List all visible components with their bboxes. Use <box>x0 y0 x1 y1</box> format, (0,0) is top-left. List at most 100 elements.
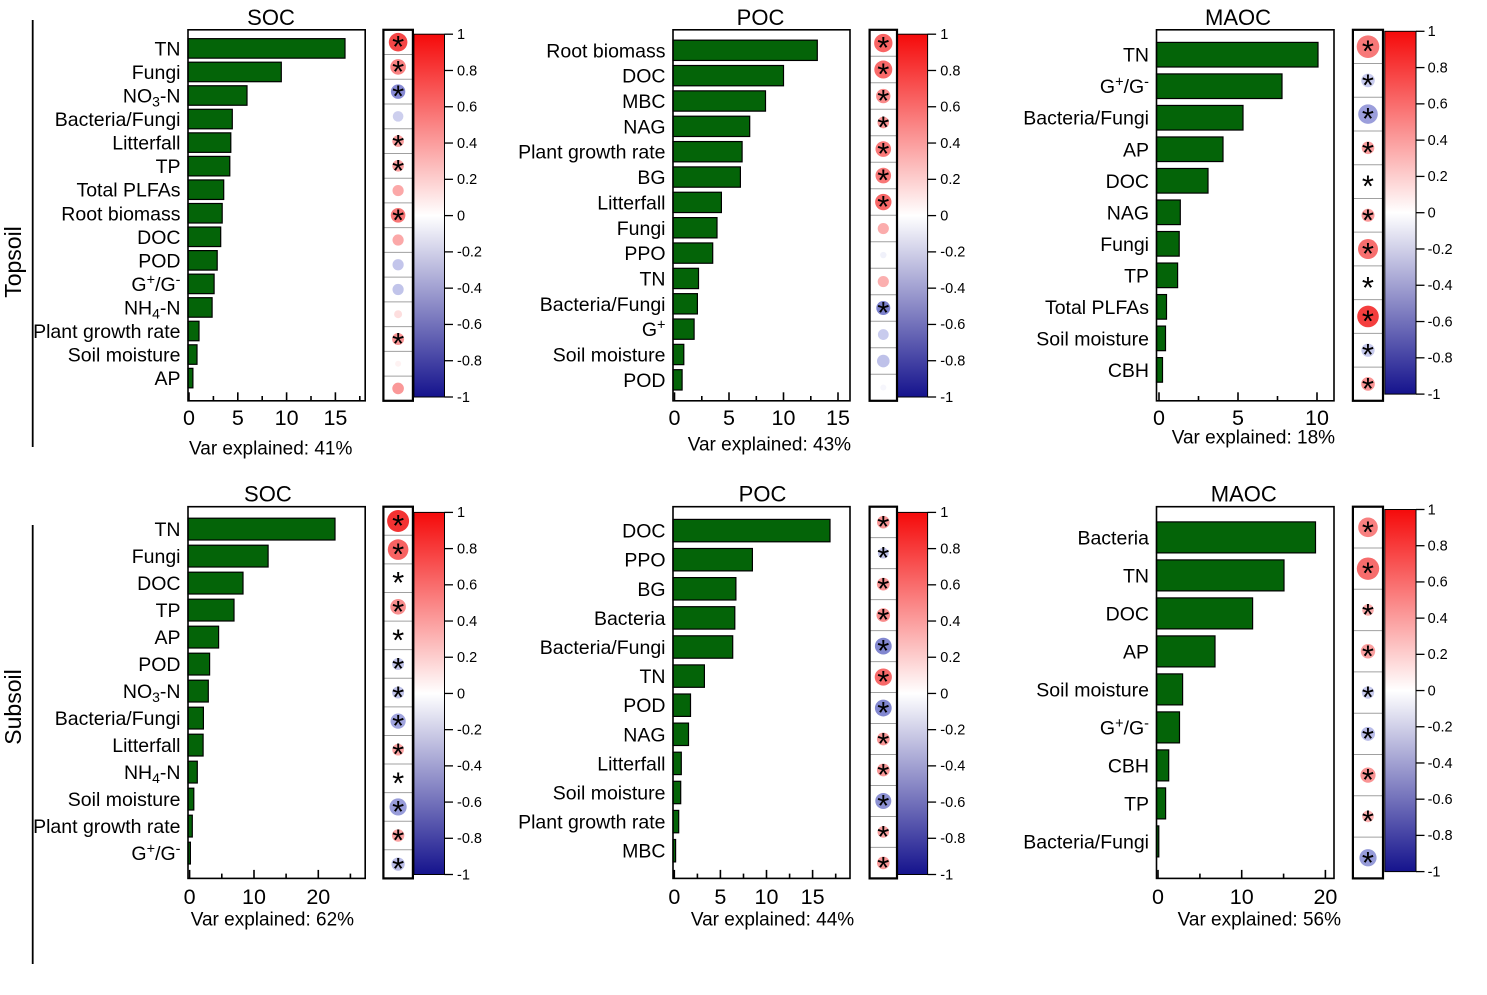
svg-text:TN: TN <box>640 666 666 688</box>
svg-text:*: * <box>877 83 889 118</box>
svg-text:1: 1 <box>940 505 948 521</box>
svg-text:G+/G-: G+/G- <box>1100 716 1149 740</box>
svg-text:*: * <box>877 788 889 823</box>
svg-text:*: * <box>1362 721 1374 756</box>
svg-text:Bacteria: Bacteria <box>594 608 666 630</box>
svg-text:MBC: MBC <box>622 841 665 863</box>
svg-text:*: * <box>392 79 404 114</box>
svg-text:-0.2: -0.2 <box>940 722 965 738</box>
svg-text:Var explained: 43%: Var explained: 43% <box>688 434 851 455</box>
svg-text:TP: TP <box>156 156 181 178</box>
svg-text:Litterfall: Litterfall <box>112 735 180 757</box>
svg-text:*: * <box>877 602 889 637</box>
svg-text:-1: -1 <box>940 867 953 883</box>
svg-text:Fungi: Fungi <box>132 62 181 84</box>
svg-text:0: 0 <box>669 406 681 430</box>
svg-text:MAOC: MAOC <box>1205 5 1271 30</box>
svg-text:Fungi: Fungi <box>1100 234 1149 256</box>
svg-text:*: * <box>392 765 404 800</box>
svg-text:0.4: 0.4 <box>457 614 477 630</box>
svg-text:SOC: SOC <box>247 5 295 30</box>
svg-text:Litterfall: Litterfall <box>112 133 180 155</box>
svg-text:Soil moisture: Soil moisture <box>1036 328 1149 350</box>
svg-text:0.8: 0.8 <box>940 63 960 79</box>
svg-text:5: 5 <box>232 406 244 430</box>
svg-text:POD: POD <box>138 250 180 272</box>
svg-text:10: 10 <box>242 885 266 909</box>
svg-text:10: 10 <box>772 406 796 430</box>
svg-text:0.6: 0.6 <box>457 578 477 594</box>
svg-text:0: 0 <box>668 885 680 909</box>
svg-text:*: * <box>392 202 404 237</box>
svg-text:-1: -1 <box>1428 864 1441 880</box>
svg-text:NAG: NAG <box>1107 202 1149 224</box>
svg-text:0.4: 0.4 <box>1428 611 1448 627</box>
svg-text:1: 1 <box>940 27 948 43</box>
svg-text:PPO: PPO <box>624 243 665 265</box>
svg-text:POC: POC <box>739 482 787 507</box>
svg-text:*: * <box>392 508 404 543</box>
svg-text:0.8: 0.8 <box>940 541 960 557</box>
svg-text:DOC: DOC <box>622 521 665 543</box>
svg-text:*: * <box>392 29 404 64</box>
svg-text:Soil moisture: Soil moisture <box>1036 679 1149 701</box>
svg-text:*: * <box>1362 680 1374 715</box>
svg-text:5: 5 <box>723 406 735 430</box>
svg-text:15: 15 <box>826 406 850 430</box>
svg-text:Plant growth rate: Plant growth rate <box>33 321 180 343</box>
svg-text:NO3-N: NO3-N <box>123 86 181 110</box>
svg-text:Soil moisture: Soil moisture <box>553 783 666 805</box>
svg-text:TP: TP <box>156 600 181 622</box>
svg-text:TN: TN <box>1123 565 1149 587</box>
svg-text:NAG: NAG <box>623 724 665 746</box>
svg-text:-0.2: -0.2 <box>940 245 965 261</box>
svg-text:*: * <box>877 110 889 145</box>
svg-text:Total PLFAs: Total PLFAs <box>1045 297 1149 319</box>
svg-text:*: * <box>392 326 404 361</box>
svg-text:AP: AP <box>1123 139 1149 161</box>
svg-text:-0.6: -0.6 <box>1428 314 1453 330</box>
svg-text:-0.4: -0.4 <box>1428 756 1453 772</box>
svg-text:*: * <box>392 153 404 188</box>
svg-text:0.8: 0.8 <box>1428 60 1448 76</box>
svg-text:POD: POD <box>623 695 665 717</box>
svg-text:15: 15 <box>323 406 347 430</box>
svg-text:*: * <box>877 850 889 885</box>
svg-text:*: * <box>392 708 404 743</box>
svg-text:Soil moisture: Soil moisture <box>553 345 666 367</box>
svg-text:0.2: 0.2 <box>940 172 960 188</box>
svg-text:NAG: NAG <box>623 116 665 138</box>
svg-text:0: 0 <box>940 686 948 702</box>
svg-text:0.4: 0.4 <box>940 614 960 630</box>
svg-text:-0.2: -0.2 <box>457 722 482 738</box>
svg-text:-0.8: -0.8 <box>1428 351 1453 367</box>
svg-text:Bacteria/Fungi: Bacteria/Fungi <box>1023 831 1149 853</box>
svg-text:0: 0 <box>1152 885 1164 909</box>
svg-text:1: 1 <box>1428 502 1436 518</box>
svg-text:*: * <box>392 680 404 715</box>
svg-text:*: * <box>877 295 889 330</box>
svg-text:0.4: 0.4 <box>457 136 477 152</box>
svg-text:-1: -1 <box>1428 387 1441 403</box>
svg-text:1: 1 <box>457 505 465 521</box>
svg-text:POC: POC <box>737 5 785 30</box>
svg-text:-0.6: -0.6 <box>457 317 482 333</box>
svg-text:1: 1 <box>457 27 465 43</box>
svg-text:*: * <box>877 726 889 761</box>
svg-text:-0.6: -0.6 <box>1428 792 1453 808</box>
svg-text:*: * <box>1362 135 1374 170</box>
svg-text:0.6: 0.6 <box>1428 97 1448 113</box>
svg-text:*: * <box>1362 303 1374 338</box>
svg-text:-1: -1 <box>457 867 470 883</box>
svg-text:10: 10 <box>275 406 299 430</box>
svg-text:*: * <box>877 136 889 171</box>
svg-text:-0.6: -0.6 <box>940 317 965 333</box>
svg-text:Var explained: 41%: Var explained: 41% <box>189 439 352 460</box>
svg-text:-0.8: -0.8 <box>1428 828 1453 844</box>
svg-text:TN: TN <box>640 268 666 290</box>
svg-text:*: * <box>392 851 404 886</box>
svg-text:-0.8: -0.8 <box>457 831 482 847</box>
svg-text:MBC: MBC <box>622 91 665 113</box>
svg-text:0.8: 0.8 <box>457 63 477 79</box>
svg-text:TP: TP <box>1124 265 1149 287</box>
